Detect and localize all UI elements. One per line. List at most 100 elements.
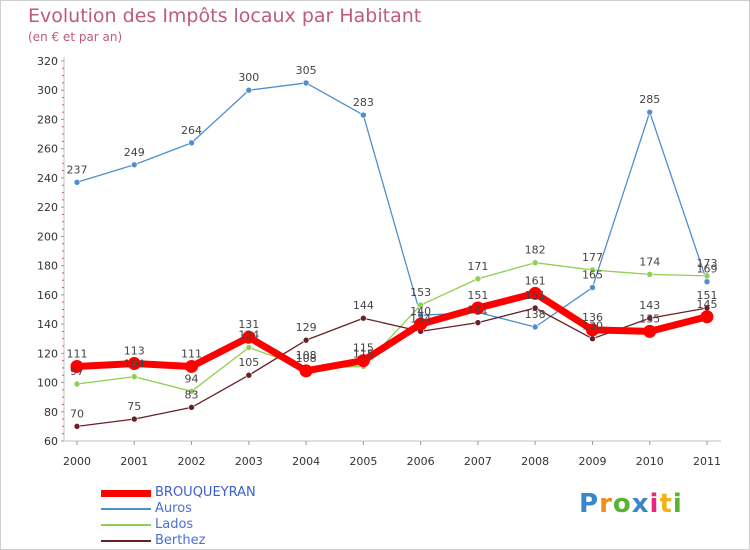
data-label-brouqueyran: 145 bbox=[697, 298, 718, 311]
y-tick-label: 180 bbox=[37, 260, 58, 273]
y-tick-label: 160 bbox=[37, 289, 58, 302]
data-point-lados bbox=[417, 301, 424, 309]
legend-swatch bbox=[101, 540, 151, 542]
legend: BROUQUEYRAN Auros Lados Berthez bbox=[101, 485, 401, 549]
data-label-brouqueyran: 135 bbox=[639, 312, 660, 325]
data-point-brouqueyran bbox=[127, 357, 141, 371]
data-label-berthez: 134 bbox=[410, 312, 431, 325]
series-line-lados bbox=[76, 262, 708, 392]
data-point-lados bbox=[531, 259, 539, 266]
proxiti-logo: Proxiti bbox=[579, 489, 683, 519]
data-point-brouqueyran bbox=[414, 317, 428, 331]
data-point-auros bbox=[188, 139, 195, 147]
series-lines bbox=[70, 79, 714, 430]
series-line-auros bbox=[76, 82, 708, 328]
data-point-berthez bbox=[474, 319, 482, 326]
data-point-berthez bbox=[302, 336, 310, 344]
line-chart: 60 80 100 120 140 160 180 200 220 240 260 280 300 320… bbox=[37, 55, 721, 468]
legend-item-brouqueyran: BROUQUEYRAN bbox=[101, 485, 401, 501]
data-label-lados: 115 bbox=[353, 347, 374, 360]
tick-labels: 60 80 100 120 140 160 180 200 220 240 260 280 300 320… bbox=[37, 55, 721, 468]
data-point-auros bbox=[646, 108, 654, 116]
data-point-lados bbox=[703, 272, 711, 280]
x-tick-label: 2002 bbox=[178, 455, 206, 468]
data-point-berthez bbox=[531, 304, 539, 312]
data-point-brouqueyran bbox=[356, 354, 370, 368]
x-tick-label: 2010 bbox=[636, 455, 664, 468]
y-tick-label: 300 bbox=[37, 84, 58, 97]
x-tick-label: 2000 bbox=[63, 455, 91, 468]
data-point-auros bbox=[302, 79, 310, 87]
data-point-brouqueyran bbox=[528, 286, 542, 300]
data-label-auros: 305 bbox=[296, 64, 317, 77]
y-tick-label: 120 bbox=[37, 347, 58, 360]
y-tick-label: 240 bbox=[37, 172, 58, 185]
data-label-brouqueyran: 111 bbox=[181, 347, 202, 360]
data-label-brouqueyran: 161 bbox=[525, 274, 546, 287]
y-tick-label: 260 bbox=[37, 143, 58, 156]
data-label-auros: 300 bbox=[238, 71, 259, 84]
data-point-brouqueyran bbox=[185, 359, 199, 373]
y-tick-label: 200 bbox=[37, 230, 58, 243]
data-label-lados: 97 bbox=[70, 365, 84, 378]
legend-label: Auros bbox=[155, 501, 192, 516]
data-point-auros bbox=[703, 278, 711, 285]
legend-swatch bbox=[101, 524, 151, 526]
data-point-brouqueyran bbox=[242, 330, 256, 344]
y-tick-label: 80 bbox=[44, 406, 58, 419]
data-label-auros: 249 bbox=[124, 146, 145, 159]
data-point-auros bbox=[360, 111, 367, 119]
data-label-berthez: 83 bbox=[185, 388, 199, 401]
data-label-lados: 124 bbox=[238, 328, 259, 341]
axes bbox=[61, 57, 721, 445]
data-label-berthez: 130 bbox=[582, 320, 603, 333]
x-tick-label: 2008 bbox=[521, 455, 549, 468]
data-point-brouqueyran bbox=[70, 359, 84, 373]
data-label-lados: 94 bbox=[185, 372, 199, 385]
data-point-auros bbox=[589, 284, 596, 291]
data-point-lados bbox=[130, 373, 138, 380]
y-tick-label: 220 bbox=[37, 201, 58, 214]
data-label-brouqueyran: 111 bbox=[67, 347, 88, 360]
data-point-berthez bbox=[188, 404, 195, 411]
data-label-auros: 264 bbox=[181, 124, 202, 137]
data-label-auros: 237 bbox=[67, 163, 88, 176]
x-tick-label: 2006 bbox=[407, 455, 435, 468]
data-label-lados: 173 bbox=[697, 257, 718, 270]
data-label-berthez: 105 bbox=[238, 356, 259, 369]
x-tick-label: 2009 bbox=[578, 455, 606, 468]
data-label-auros: 285 bbox=[639, 93, 660, 106]
data-point-lados bbox=[245, 344, 253, 351]
data-label-brouqueyran: 108 bbox=[296, 352, 317, 365]
data-label-lados: 182 bbox=[525, 244, 546, 257]
legend-swatch bbox=[101, 489, 151, 497]
data-point-berthez bbox=[589, 335, 596, 342]
legend-item-lados: Lados bbox=[101, 517, 401, 533]
data-point-brouqueyran bbox=[643, 324, 657, 338]
data-point-brouqueyran bbox=[299, 364, 313, 378]
data-point-lados bbox=[589, 266, 596, 274]
data-label-auros: 138 bbox=[525, 308, 546, 321]
legend-item-berthez: Berthez bbox=[101, 533, 401, 549]
y-tick-label: 60 bbox=[44, 435, 58, 448]
data-point-lados bbox=[73, 380, 81, 388]
legend-label: BROUQUEYRAN bbox=[155, 485, 256, 500]
data-label-lados: 153 bbox=[410, 286, 431, 299]
data-label-berthez: 75 bbox=[127, 400, 141, 413]
data-point-brouqueyran bbox=[700, 310, 714, 324]
data-label-berthez: 143 bbox=[639, 299, 660, 312]
data-label-berthez: 151 bbox=[525, 289, 546, 302]
data-point-brouqueyran bbox=[471, 301, 485, 315]
legend-item-auros: Auros bbox=[101, 501, 401, 517]
y-tick-label: 140 bbox=[37, 318, 58, 331]
data-point-brouqueyran bbox=[585, 323, 599, 337]
data-point-berthez bbox=[646, 314, 654, 322]
data-label-brouqueyran: 151 bbox=[467, 289, 488, 302]
chart-subtitle: (en € et par an) bbox=[28, 30, 123, 44]
data-label-lados: 171 bbox=[467, 260, 488, 273]
data-label-lados: 177 bbox=[582, 251, 603, 264]
data-label-auros: 169 bbox=[697, 263, 718, 276]
data-label-auros: 283 bbox=[353, 96, 374, 109]
chart-title: Evolution des Impôts locaux par Habitant bbox=[28, 5, 422, 27]
